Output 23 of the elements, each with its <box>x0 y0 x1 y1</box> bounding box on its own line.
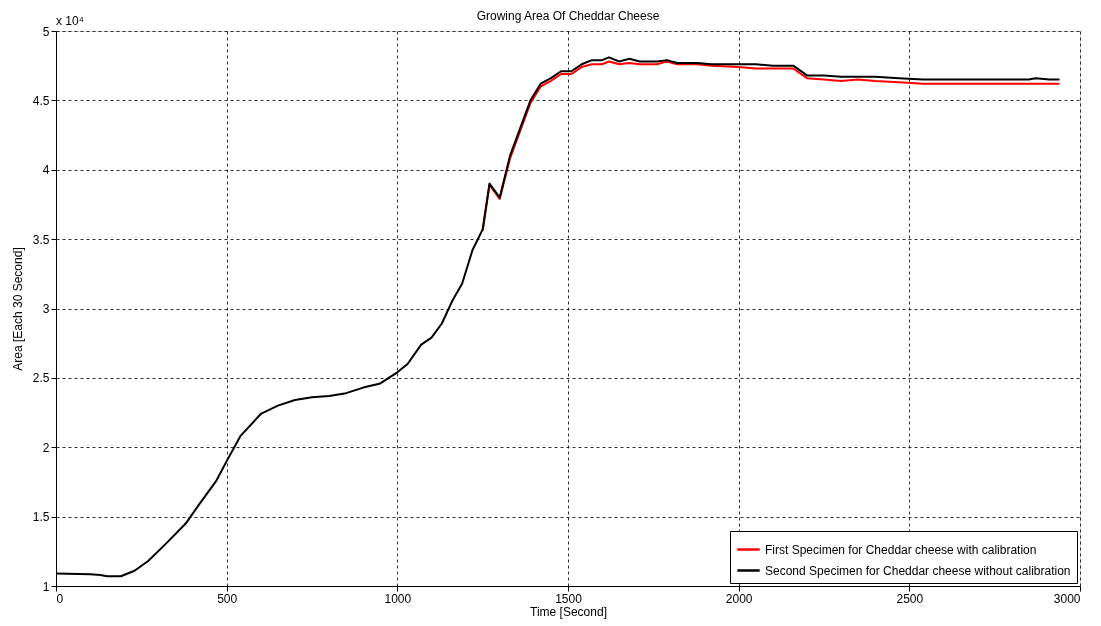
y-tick-label: 2 <box>42 440 50 455</box>
x-tick-label: 0 <box>56 591 64 606</box>
x-tick-label: 1000 <box>384 591 412 606</box>
legend-label: Second Specimen for Cheddar cheese without calibration <box>765 563 1071 578</box>
y-tick-label: 4.5 <box>32 93 50 108</box>
y-tick-label: 1 <box>42 579 50 594</box>
y-tick-label: 3 <box>42 302 50 316</box>
text: x 10⁴ <box>56 14 84 28</box>
line-series <box>481 60 1061 232</box>
x-tick-label: 2000 <box>725 591 753 606</box>
chart-title: Growing Area Of Cheddar Cheese <box>476 9 660 23</box>
y-axis-title: Area [Each 30 Second] <box>10 247 25 371</box>
x-tick-label: 3000 <box>1053 591 1081 606</box>
x-tick-label: 2500 <box>896 591 924 606</box>
y-tick-label: 5 <box>42 24 50 39</box>
y-tick-label: 4 <box>42 163 50 178</box>
x-tick-label: 500 <box>217 591 238 606</box>
y-tick-label: 2.5 <box>32 371 50 386</box>
legend-label: First Specimen for Cheddar cheese with calibration <box>765 542 1037 557</box>
x-axis-title: Time [Second] <box>530 604 607 619</box>
x-tick-label: 1500 <box>555 591 583 606</box>
y-tick-label: 3.5 <box>32 232 50 247</box>
y-tick-label: 1.5 <box>32 510 50 525</box>
